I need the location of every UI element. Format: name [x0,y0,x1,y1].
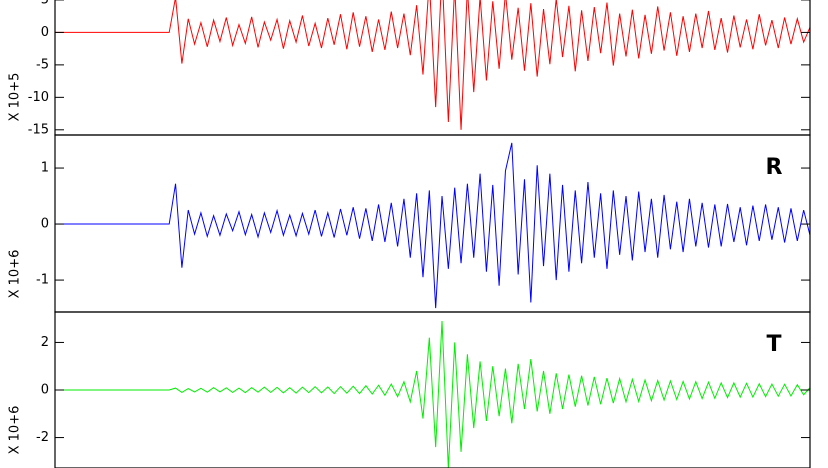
trace [55,142,811,309]
trace [55,321,811,468]
trace [55,0,811,130]
component-label: T [766,332,781,357]
panel-frame [54,134,811,313]
y-tick-label: -5 [36,57,49,72]
y-tick-label: -15 [28,122,49,137]
component-label: R [766,155,783,180]
y-tick-label: 2 [41,335,49,350]
y-tick-label: 0 [41,25,49,40]
y-axis-label: X 10+5 [8,73,23,122]
y-tick-label: -2 [36,430,49,445]
y-tick-label: 1 [41,161,49,176]
y-tick-label: 0 [41,217,49,232]
y-tick-label: 5 [41,0,49,7]
y-axis-label: X 10+6 [8,250,23,299]
y-axis-label: X 10+6 [8,406,23,455]
y-tick-label: 0 [41,383,49,398]
y-tick-label: -10 [28,90,49,105]
y-tick-label: -1 [36,273,49,288]
